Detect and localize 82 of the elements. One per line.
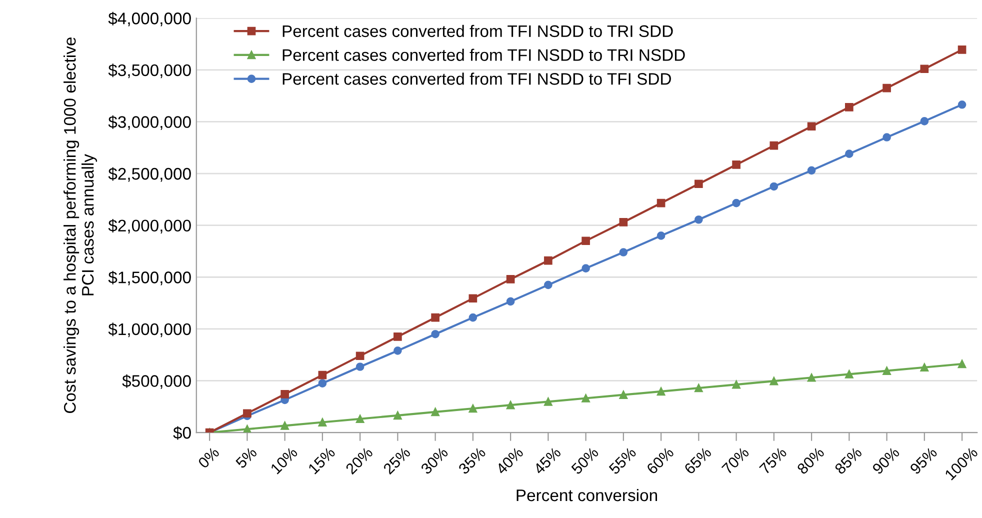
legend-label: Percent cases converted from TFI NSDD to TFI SDD <box>282 72 671 85</box>
point <box>243 409 252 418</box>
y-tick-label: $2,000,000 <box>108 219 191 234</box>
point <box>770 182 778 191</box>
y-tick-label: $3,500,000 <box>108 64 191 78</box>
point <box>318 370 327 380</box>
point <box>882 133 891 142</box>
x-tick-label: 40% <box>495 446 524 476</box>
y-tick-label: $1,500,000 <box>108 270 191 286</box>
point <box>920 363 929 372</box>
point <box>243 424 252 433</box>
y-tick-label: $1,000,000 <box>108 322 191 338</box>
y-tick-label: $3,000,000 <box>108 115 191 130</box>
y-tick-label: $4,000,000 <box>108 12 191 26</box>
point <box>770 376 778 386</box>
point <box>732 380 740 389</box>
point <box>582 394 590 402</box>
point <box>807 373 816 382</box>
point <box>958 46 966 54</box>
y-axis-title: Cost savings to a hospital performing 1000 elective PCI cases annually <box>64 38 98 413</box>
legend-label: Percent cases converted from TFI NSDD to TRI SDD <box>282 24 673 38</box>
point <box>882 366 891 375</box>
point <box>656 232 666 240</box>
point <box>619 248 628 256</box>
point <box>506 275 515 284</box>
x-tick-label: 60% <box>646 446 674 475</box>
point <box>619 390 628 399</box>
point <box>394 346 402 355</box>
point <box>544 397 552 406</box>
point <box>468 294 478 303</box>
point <box>582 264 590 272</box>
point <box>431 313 440 322</box>
point <box>582 236 590 246</box>
point <box>468 313 478 322</box>
point <box>318 418 327 426</box>
point <box>506 297 515 306</box>
point <box>506 400 515 410</box>
point <box>394 411 402 420</box>
point <box>656 387 666 396</box>
point <box>845 150 854 158</box>
point <box>318 379 327 388</box>
point <box>356 414 364 424</box>
point <box>656 198 666 208</box>
point <box>694 215 703 224</box>
point <box>694 384 703 392</box>
point <box>770 141 778 150</box>
x-tick-label: 75% <box>758 446 788 475</box>
x-tick-label: 45% <box>532 446 562 476</box>
point <box>356 352 364 360</box>
y-tick-label: $500,000 <box>122 374 191 389</box>
legend-label: Percent cases converted from TFI NSDD to TRI NSDD <box>282 48 685 61</box>
x-tick-label: 70% <box>721 446 750 475</box>
y-tick-label: $2,500,000 <box>108 167 191 182</box>
point <box>694 180 703 188</box>
point <box>958 100 966 109</box>
x-tick-label: 5% <box>235 446 258 469</box>
point <box>807 122 816 131</box>
point <box>732 198 740 208</box>
point <box>882 84 891 92</box>
x-tick-label: 95% <box>909 446 938 475</box>
point <box>619 218 628 226</box>
point <box>468 404 478 413</box>
point <box>732 160 740 169</box>
point <box>394 332 402 341</box>
x-tick-label: 0% <box>197 446 220 469</box>
point <box>431 408 440 416</box>
y-tick-label: $0 <box>173 426 191 440</box>
point <box>845 370 854 378</box>
point <box>807 166 816 175</box>
point <box>920 117 929 126</box>
point <box>845 103 854 112</box>
point <box>280 422 289 430</box>
x-tick-label: 65% <box>684 446 712 475</box>
point <box>280 390 289 398</box>
x-tick-label: 90% <box>872 446 900 475</box>
point <box>356 362 364 371</box>
point <box>920 64 929 74</box>
x-axis-title: Percent conversion <box>516 488 657 502</box>
point <box>544 280 552 290</box>
point <box>431 330 440 338</box>
point <box>544 256 552 265</box>
point <box>958 360 966 368</box>
